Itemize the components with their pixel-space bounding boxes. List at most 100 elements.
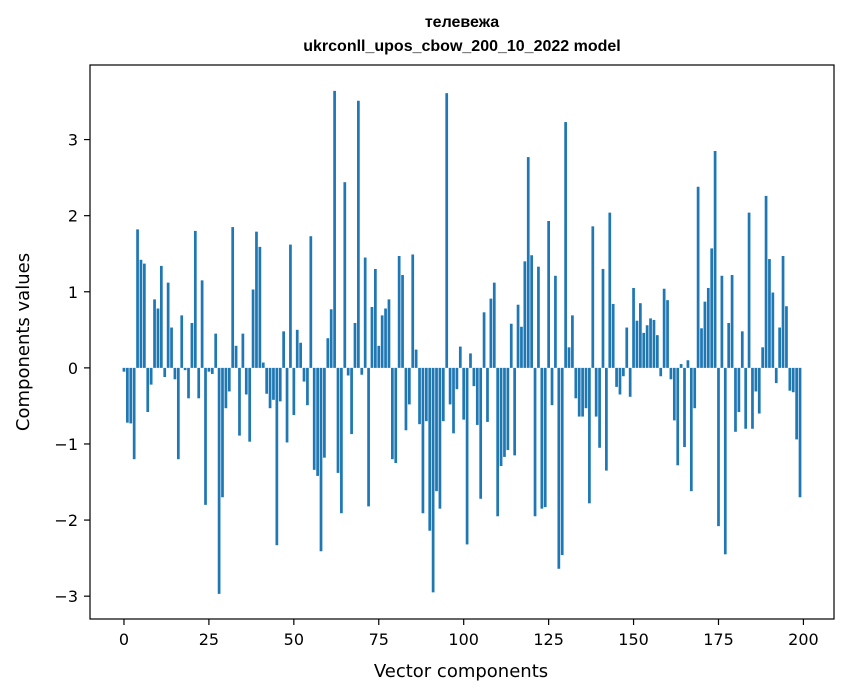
- bar-60: [326, 338, 330, 368]
- x-tick-label: 150: [618, 630, 649, 649]
- bar-39: [255, 231, 258, 368]
- bar-19: [187, 367, 190, 399]
- bar-146: [618, 367, 622, 395]
- bar-115: [513, 367, 517, 456]
- bar-144: [611, 303, 615, 368]
- bar-185: [751, 367, 754, 429]
- bar-162: [672, 367, 676, 421]
- bar-80: [394, 367, 398, 463]
- bar-103: [472, 367, 476, 387]
- bar-113: [506, 367, 510, 451]
- bar-121: [533, 367, 537, 517]
- bar-29: [221, 367, 224, 498]
- bar-176: [720, 275, 724, 368]
- y-tick-label: −2: [54, 511, 78, 530]
- x-tick-label: 125: [533, 630, 564, 649]
- y-axis-ticks: −3 −2 −1 0 1 2 3: [54, 131, 90, 606]
- bar-190: [768, 259, 771, 368]
- bar-69: [357, 100, 360, 368]
- bar-138: [591, 226, 595, 368]
- bar-50: [292, 367, 296, 416]
- bar-125: [547, 221, 550, 368]
- bar-156: [652, 319, 656, 368]
- bar-98: [455, 367, 459, 390]
- bar-178: [727, 322, 731, 368]
- bar-142: [605, 367, 608, 471]
- bar-42: [265, 367, 269, 394]
- bar-150: [632, 287, 635, 368]
- bar-116: [516, 304, 520, 368]
- bar-119: [526, 157, 530, 368]
- bar-72: [367, 367, 370, 507]
- bar-192: [774, 367, 778, 384]
- bar-16: [176, 367, 180, 460]
- bar-75: [377, 345, 381, 368]
- bar-153: [642, 332, 646, 368]
- bar-170: [700, 328, 703, 368]
- bar-107: [486, 367, 489, 422]
- x-tick-label: 175: [703, 630, 734, 649]
- bar-147: [622, 367, 625, 377]
- bar-9: [153, 299, 156, 368]
- bar-175: [717, 367, 720, 527]
- bar-194: [781, 256, 785, 368]
- bar-114: [509, 323, 513, 368]
- bar-83: [404, 367, 408, 431]
- bar-118: [523, 261, 527, 368]
- y-tick-label: 2: [68, 207, 78, 226]
- bar-134: [577, 367, 581, 417]
- bar-127: [554, 275, 557, 368]
- bar-71: [363, 257, 367, 368]
- bar-84: [407, 367, 411, 405]
- bar-189: [764, 195, 768, 368]
- bar-36: [244, 367, 248, 395]
- bar-157: [655, 335, 659, 368]
- x-tick-label: 200: [788, 630, 819, 649]
- x-tick-label: 100: [448, 630, 479, 649]
- bar-122: [537, 266, 540, 368]
- bar-10: [156, 308, 160, 368]
- bar-164: [679, 364, 683, 368]
- bar-54: [306, 367, 309, 406]
- bar-137: [588, 367, 591, 504]
- bar-167: [689, 367, 693, 492]
- bar-73: [370, 306, 374, 368]
- bar-110: [496, 367, 500, 517]
- bar-47: [282, 331, 285, 368]
- bar-183: [744, 367, 748, 429]
- bar-179: [730, 275, 734, 368]
- bars-group: [122, 90, 802, 594]
- bar-55: [309, 236, 313, 368]
- bar-132: [571, 315, 574, 368]
- bar-46: [278, 367, 282, 402]
- bar-59: [323, 367, 326, 458]
- bar-28: [217, 367, 221, 594]
- bar-49: [289, 244, 292, 368]
- bar-112: [503, 367, 506, 457]
- bar-184: [747, 212, 751, 368]
- y-tick-label: 3: [68, 131, 78, 150]
- bar-159: [662, 288, 666, 368]
- bar-77: [384, 308, 387, 368]
- bar-145: [615, 367, 618, 387]
- bar-8: [149, 367, 153, 385]
- x-axis-label: Vector components: [374, 661, 548, 682]
- bar-35: [241, 333, 245, 368]
- bar-82: [401, 275, 404, 368]
- bar-7: [146, 367, 150, 413]
- bar-88: [421, 367, 425, 514]
- bar-149: [628, 367, 632, 397]
- bar-57: [316, 367, 319, 476]
- bar-109: [492, 282, 496, 368]
- y-axis-label: Components values: [13, 253, 34, 431]
- bar-37: [248, 367, 252, 442]
- bar-163: [676, 367, 680, 466]
- bar-99: [458, 346, 462, 368]
- bar-79: [391, 367, 394, 460]
- bar-197: [791, 367, 795, 393]
- bar-63: [336, 367, 340, 473]
- bar-67: [350, 367, 353, 435]
- bar-139: [594, 367, 598, 417]
- y-tick-label: −3: [54, 587, 78, 606]
